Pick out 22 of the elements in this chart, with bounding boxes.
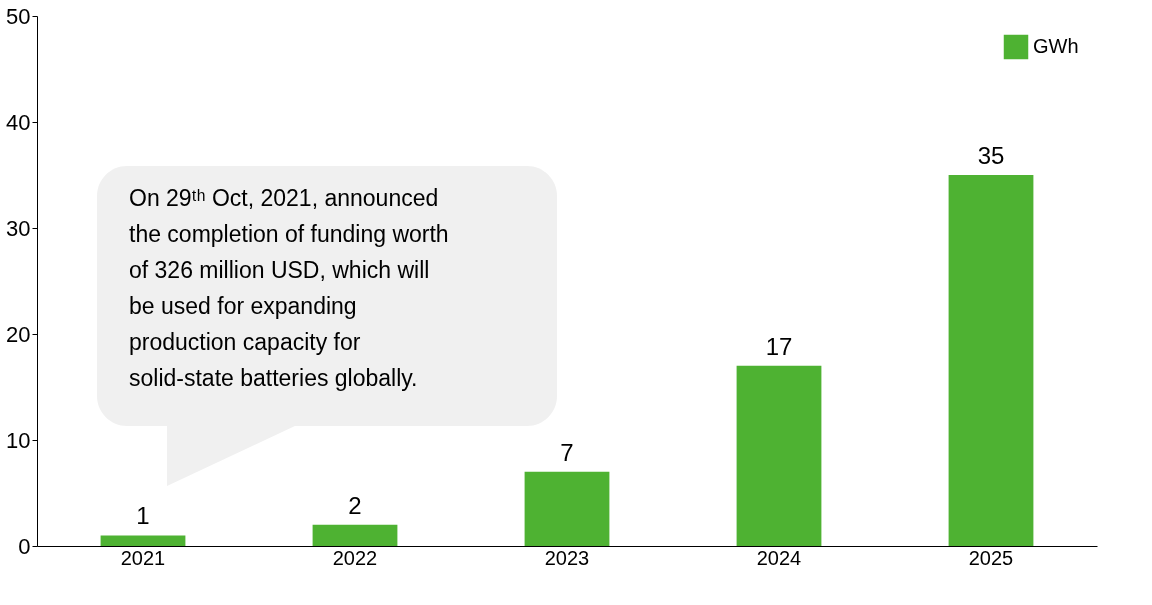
legend-label: GWh: [1033, 35, 1079, 57]
y-tick-label: 20: [6, 321, 31, 347]
y-tick-label: 50: [6, 3, 31, 29]
bar: [100, 535, 186, 546]
bar: [948, 175, 1034, 546]
x-tick-label: 2023: [544, 546, 590, 569]
x-tick-label: 2025: [968, 546, 1014, 569]
x-tick-label: 2021: [120, 546, 166, 569]
bar: [312, 524, 398, 546]
data-label: 2: [348, 491, 362, 519]
x-tick-label: 2022: [332, 546, 378, 569]
y-tick-label: 10: [6, 427, 31, 453]
bar: [524, 471, 610, 546]
y-tick-label: 30: [6, 215, 31, 241]
x-tick-label: 2024: [756, 546, 802, 569]
data-label: 7: [560, 438, 574, 466]
data-label: 35: [977, 142, 1005, 169]
data-label: 1: [136, 502, 150, 530]
data-label: 17: [765, 332, 793, 360]
y-tick-label: 40: [6, 109, 31, 135]
bar: [736, 365, 822, 546]
y-tick-label: 0: [18, 533, 31, 559]
